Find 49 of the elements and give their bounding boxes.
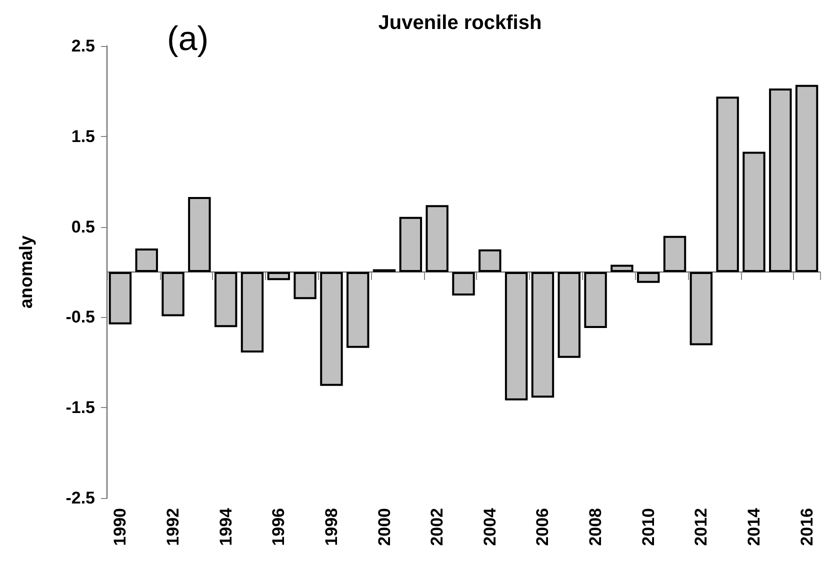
bar xyxy=(663,236,686,272)
y-tick-label: 0.5 xyxy=(71,217,95,236)
x-tick-label: 2008 xyxy=(586,508,606,546)
x-tick-label: 1992 xyxy=(164,508,183,546)
x-tick-label: 2014 xyxy=(744,507,764,546)
bar xyxy=(558,272,580,358)
bar xyxy=(267,272,290,280)
x-tick-label: 2002 xyxy=(428,508,447,546)
bar xyxy=(716,96,739,272)
annotation: (a) xyxy=(167,20,209,58)
bar xyxy=(610,264,634,272)
bar xyxy=(742,152,766,272)
bar xyxy=(769,88,792,272)
bar xyxy=(690,272,713,346)
x-tick-label: 1998 xyxy=(322,508,341,546)
x-tick-label: 2012 xyxy=(692,508,711,546)
bar xyxy=(426,205,448,272)
x-tick-label: 1996 xyxy=(269,508,288,546)
x-tick-label: 2006 xyxy=(533,508,552,546)
bar xyxy=(108,272,132,324)
y-tick-label: -0.5 xyxy=(66,308,95,327)
bar xyxy=(478,249,502,272)
y-tick-label: 1.5 xyxy=(71,126,95,146)
bar xyxy=(294,272,316,300)
x-tick-label: 2000 xyxy=(374,508,394,546)
bar xyxy=(584,272,607,328)
bar xyxy=(240,272,264,352)
bar xyxy=(795,84,818,272)
chart-title: Juvenile rockfish xyxy=(378,12,542,34)
x-tick-label: 1990 xyxy=(110,508,130,546)
bar xyxy=(162,272,184,316)
y-tick-label: -1.5 xyxy=(66,398,95,418)
y-axis-title: anomaly xyxy=(16,235,36,309)
bar xyxy=(188,196,211,272)
bar xyxy=(214,272,238,328)
y-tick-label: 2.5 xyxy=(71,36,95,56)
bar xyxy=(399,216,422,272)
bar xyxy=(531,272,554,398)
bar xyxy=(636,272,660,283)
y-tick-label: -2.5 xyxy=(66,488,95,508)
x-tick-label: 2016 xyxy=(797,508,816,546)
x-tick-label: 2010 xyxy=(638,508,658,546)
bar xyxy=(346,272,370,348)
bar xyxy=(135,248,158,272)
x-tick-label: 2004 xyxy=(480,507,500,546)
x-tick-label: 1994 xyxy=(216,507,236,546)
bar xyxy=(504,272,528,400)
bar xyxy=(320,272,343,386)
bar xyxy=(452,272,475,296)
